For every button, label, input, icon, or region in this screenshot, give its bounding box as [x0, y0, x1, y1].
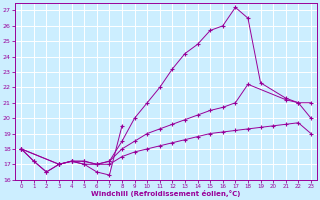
X-axis label: Windchill (Refroidissement éolien,°C): Windchill (Refroidissement éolien,°C): [92, 190, 241, 197]
